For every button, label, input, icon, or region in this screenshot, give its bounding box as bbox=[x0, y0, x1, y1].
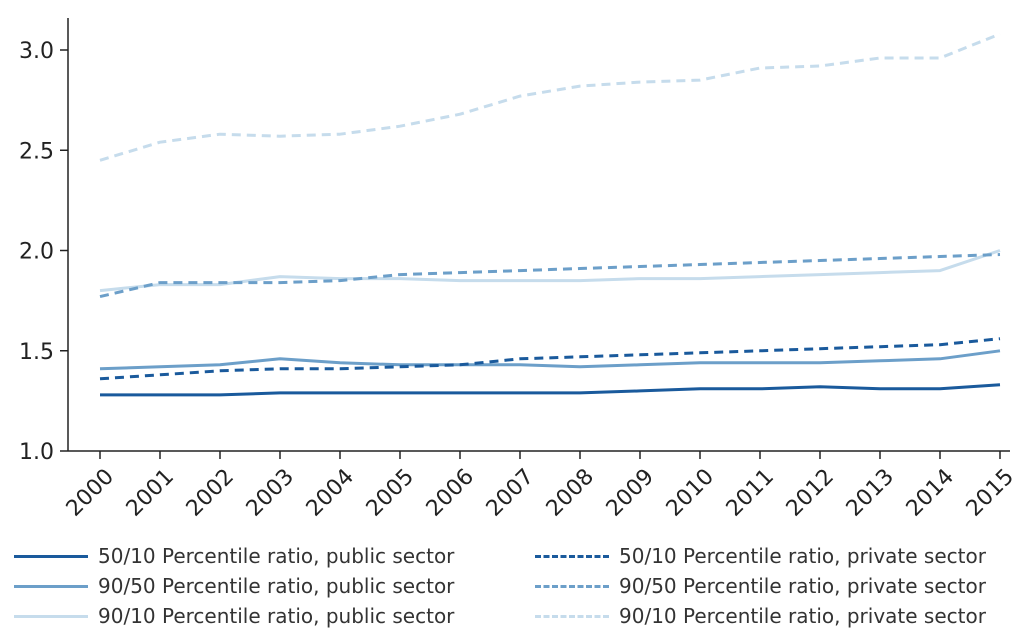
series-line-2 bbox=[99, 249, 1001, 293]
x-tick-label: 2006 bbox=[422, 464, 479, 521]
x-tick-label: 2014 bbox=[902, 464, 959, 521]
series-line-1 bbox=[99, 349, 1001, 371]
series-line-5 bbox=[99, 32, 1001, 162]
x-tick-label: 2012 bbox=[782, 464, 839, 521]
x-tick-label: 2011 bbox=[722, 464, 779, 521]
chart-axes bbox=[67, 18, 1010, 452]
x-tick-label: 2009 bbox=[602, 464, 659, 521]
y-tick-label: 2.5 bbox=[19, 139, 54, 164]
series-line-4 bbox=[99, 253, 1001, 299]
x-tick-label: 2005 bbox=[362, 464, 419, 521]
x-tick-label: 2010 bbox=[662, 464, 719, 521]
y-tick-label: 1.5 bbox=[19, 340, 54, 365]
y-tick-label: 3.0 bbox=[19, 39, 54, 64]
x-tick-label: 2003 bbox=[242, 464, 299, 521]
series-line-0 bbox=[100, 383, 1001, 397]
y-tick-label: 2.0 bbox=[19, 240, 54, 265]
x-tick-label: 2008 bbox=[542, 464, 599, 521]
series-lines bbox=[99, 32, 1001, 397]
y-axis-ticks: 1.0 1.5 2.0 2.5 3.0 bbox=[19, 39, 68, 465]
x-tick-label: 2013 bbox=[842, 464, 899, 521]
y-tick-label: 1.0 bbox=[19, 440, 54, 465]
x-tick-label: 2007 bbox=[482, 464, 539, 521]
x-tick-label: 2001 bbox=[122, 464, 179, 521]
x-axis-ticks: 2000 2001 2002 2003 2004 2005 2006 2007 2008 2009… bbox=[62, 451, 1019, 522]
series-line-3 bbox=[99, 337, 1001, 381]
x-tick-label: 2004 bbox=[302, 464, 359, 521]
x-tick-label: 2000 bbox=[62, 464, 119, 521]
x-tick-label: 2002 bbox=[182, 464, 239, 521]
x-tick-label: 2015 bbox=[962, 464, 1019, 521]
